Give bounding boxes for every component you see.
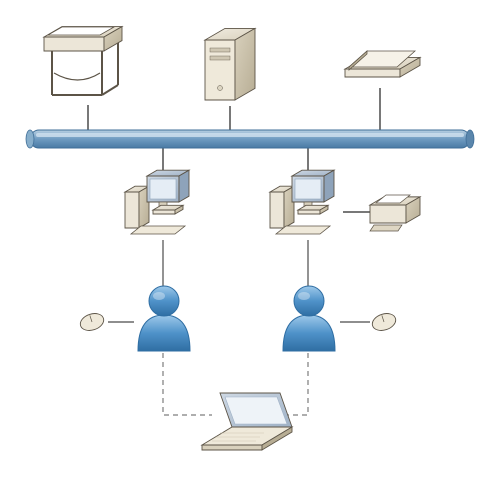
scanner-icon: [345, 51, 420, 77]
edge-user_left-laptop: [163, 353, 212, 415]
pc_left-icon: [125, 170, 189, 234]
network-diagram: [0, 0, 500, 500]
printer-icon: [370, 195, 420, 231]
mouse_right-icon: [370, 311, 398, 334]
user_right-icon: [283, 286, 335, 351]
server-icon: [205, 28, 255, 100]
mouse_left-icon: [78, 311, 106, 334]
user_left-icon: [138, 286, 190, 351]
nodes-layer: [44, 27, 420, 450]
pc_right-icon: [270, 170, 334, 234]
edge-user_right-laptop: [285, 353, 308, 415]
network-bus: [26, 130, 474, 148]
plotter-icon: [44, 27, 122, 95]
laptop-icon: [202, 393, 292, 450]
